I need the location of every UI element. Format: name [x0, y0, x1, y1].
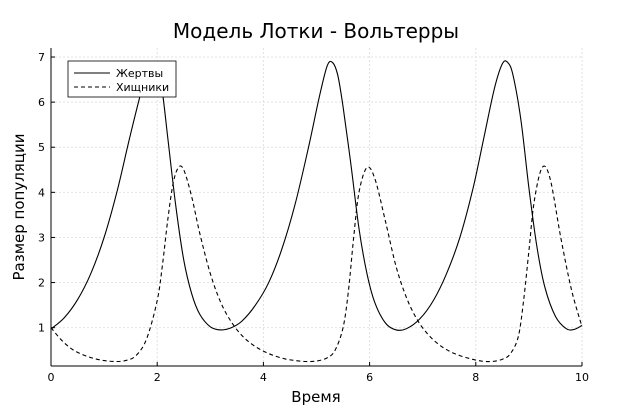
chart-title: Модель Лотки - Вольтерры: [173, 19, 459, 43]
y-tick-label: 4: [38, 186, 45, 199]
legend-box: [67, 60, 177, 98]
x-tick-label: 2: [154, 371, 161, 384]
y-tick-label: 1: [38, 322, 45, 335]
x-tick-label: 4: [260, 371, 267, 384]
x-tick-label: 8: [472, 371, 479, 384]
x-tick-label: 10: [575, 371, 589, 384]
series-line-predators: [50, 165, 583, 363]
y-ticks: 1 2 3 4 5 6 7: [38, 51, 55, 335]
x-ticks: 0 2 4 6 8 10: [48, 362, 589, 384]
y-tick-label: 2: [38, 277, 45, 290]
y-tick-label: 3: [38, 231, 45, 244]
axes: [50, 48, 582, 367]
x-tick-label: 0: [48, 371, 55, 384]
grid: [50, 48, 583, 366]
y-tick-label: 6: [38, 96, 45, 109]
y-tick-label: 5: [38, 141, 45, 154]
legend-label-predators: Хищники: [116, 81, 169, 94]
legend: Жертвы Хищники: [67, 60, 177, 98]
y-axis-label: Размер популяции: [10, 133, 28, 280]
legend-label-prey: Жертвы: [116, 67, 163, 80]
y-tick-label: 7: [38, 51, 45, 64]
x-axis-label: Время: [291, 388, 340, 406]
x-tick-label: 6: [366, 371, 373, 384]
